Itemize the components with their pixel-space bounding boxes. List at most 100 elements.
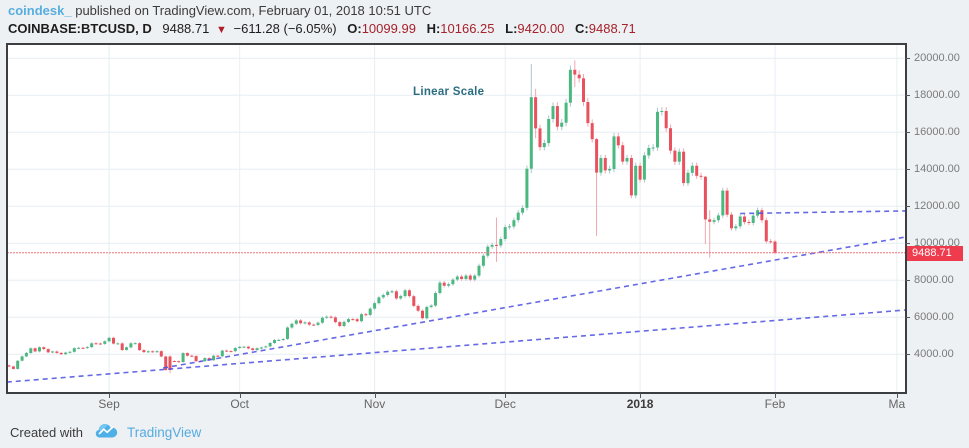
candle-body [769, 241, 773, 243]
candle-body [16, 360, 20, 369]
candle-body [373, 303, 377, 309]
candle-body [377, 297, 381, 304]
candle-body [172, 361, 176, 362]
candle-body [277, 339, 281, 341]
candle-body [499, 239, 503, 246]
candle-body [98, 343, 102, 345]
candle-body [542, 143, 546, 148]
chart-pane[interactable] [7, 44, 905, 393]
candle-body [251, 348, 255, 350]
candle-body [773, 241, 777, 253]
candle-body [647, 148, 651, 156]
price-change: −611.28 (−6.05%) [233, 21, 337, 36]
close-value: C:9488.71 [575, 21, 636, 36]
candle-body [447, 284, 451, 286]
candle-body [133, 343, 137, 345]
candle-body [481, 255, 485, 266]
candle-body [451, 279, 455, 285]
time-axis-tick [109, 393, 111, 398]
candle-body [290, 323, 294, 328]
time-axis-tick [374, 393, 376, 398]
price-axis-label: 18000.00 [914, 88, 960, 101]
candle-body [216, 355, 220, 357]
candle-body [512, 220, 516, 227]
candle-body [351, 319, 355, 321]
price-axis-tick [905, 316, 910, 318]
candle-body [138, 343, 142, 351]
candle-body [590, 123, 594, 140]
candle-body [625, 158, 629, 162]
candle-body [185, 353, 189, 356]
author-link[interactable]: coindesk_ [8, 3, 72, 18]
candle-body [190, 355, 194, 357]
tradingview-link[interactable]: TradingView [126, 424, 202, 440]
candle-body [112, 337, 115, 344]
candle-body [577, 74, 581, 79]
candle-body [629, 158, 633, 196]
candle-body [686, 172, 690, 184]
time-axis-label: Sep [98, 397, 120, 411]
time-axis-label: Dec [494, 397, 516, 411]
candle-body [682, 151, 686, 184]
candle-body [564, 102, 568, 123]
candle-body [307, 322, 311, 325]
candle-body [42, 347, 46, 350]
price-axis-tick [905, 205, 910, 207]
candle-body [316, 322, 320, 325]
candle-body [525, 168, 529, 208]
candle-body [468, 275, 472, 280]
candle-body [107, 337, 111, 342]
trendline [7, 309, 905, 383]
candle-body [477, 265, 481, 276]
candle-body [764, 220, 768, 242]
created-with-text: Created with [10, 424, 83, 440]
close-label: C: [575, 21, 589, 36]
candle-body [412, 296, 416, 306]
last-price: 9488.71 [162, 21, 210, 36]
candle-body [495, 244, 498, 246]
high-value: H:10166.25 [427, 21, 495, 36]
candle-body [338, 322, 342, 326]
price-axis-label: 20000.00 [914, 51, 960, 64]
time-axis-label: Feb [764, 397, 786, 411]
candle-body [673, 150, 677, 162]
down-arrow-icon: ▼ [215, 24, 227, 36]
candle-body [730, 214, 733, 229]
candle-body [342, 321, 346, 326]
candle-body [68, 351, 72, 353]
price-axis-label: 16000.00 [914, 125, 960, 138]
candle-body [521, 207, 525, 213]
candle-body [529, 97, 533, 169]
candle-body [669, 128, 672, 151]
candle-body [603, 158, 607, 171]
candle-body [264, 346, 268, 348]
open-label: O: [347, 21, 362, 36]
candle-body [125, 347, 128, 350]
candle-body [612, 136, 616, 169]
low-number: 9420.00 [517, 21, 565, 36]
candle-body [460, 276, 464, 279]
candle-body [677, 151, 681, 162]
candle-body [120, 343, 124, 350]
candle-body [168, 356, 172, 370]
time-axis-tick [640, 393, 642, 398]
tradingview-logo-icon[interactable] [95, 422, 119, 442]
candle-body [229, 351, 233, 353]
candle-body [534, 97, 538, 129]
candle-body [442, 282, 446, 286]
candle-body [233, 348, 237, 352]
high-label: H: [426, 21, 441, 36]
price-axis-tick [905, 94, 910, 96]
time-axis-label: Ma [888, 397, 906, 411]
candle-body [164, 356, 168, 370]
price-axis-label: 4000.00 [914, 347, 954, 360]
candle-body [299, 320, 303, 324]
candle-body [347, 319, 350, 322]
candlestick-chart [7, 44, 905, 393]
time-axis-tick [505, 393, 507, 398]
symbol-name[interactable]: COINBASE:BTCUSD, D [8, 21, 152, 36]
candle-body [85, 347, 89, 349]
price-axis-label: 8000.00 [914, 273, 954, 286]
open-number: 10099.99 [361, 21, 416, 36]
